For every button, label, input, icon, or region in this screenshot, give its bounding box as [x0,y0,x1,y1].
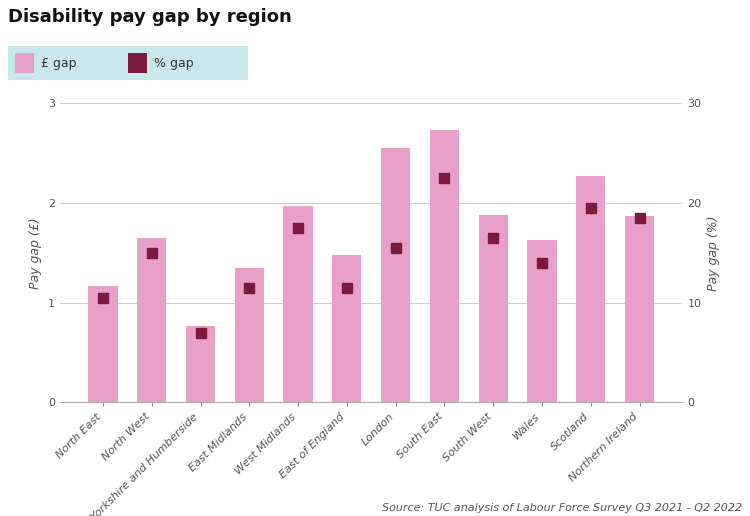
Bar [137,238,166,402]
FancyBboxPatch shape [128,53,147,73]
Bar [576,176,605,402]
Bar [430,130,459,402]
Bar [625,216,654,402]
Y-axis label: Pay gap (£): Pay gap (£) [29,217,43,288]
Bar [186,326,215,402]
Bar [235,268,264,402]
Bar [88,286,118,402]
Bar [527,240,556,402]
Bar [478,215,508,402]
Bar [381,148,410,402]
Y-axis label: Pay gap (%): Pay gap (%) [707,215,720,291]
FancyBboxPatch shape [15,53,34,73]
Text: £ gap: £ gap [41,57,76,70]
Bar [332,255,362,402]
Text: % gap: % gap [154,57,194,70]
Bar [284,206,313,402]
Text: Disability pay gap by region: Disability pay gap by region [8,8,291,26]
Text: Source: TUC analysis of Labour Force Survey Q3 2021 - Q2 2022: Source: TUC analysis of Labour Force Sur… [382,504,742,513]
